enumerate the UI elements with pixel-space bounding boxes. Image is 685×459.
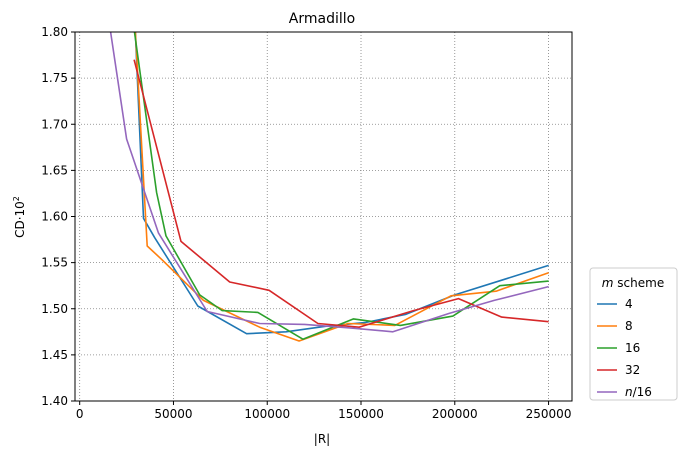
legend-label-4: n/16 — [625, 385, 652, 399]
series-line-3 — [133, 59, 549, 329]
y-tick-label: 1.75 — [41, 71, 68, 85]
x-tick-label: 150000 — [338, 407, 384, 421]
y-tick-label: 1.45 — [41, 348, 68, 362]
y-tick-label: 1.65 — [41, 163, 68, 177]
legend: m scheme 4 8 16 32 n/16 — [589, 267, 678, 401]
legend-title: m scheme — [602, 276, 664, 290]
series-line-0 — [134, 32, 549, 335]
series-layer — [109, 32, 549, 342]
y-axis-label: CD·102 — [12, 196, 27, 238]
x-tick-label: 100000 — [244, 407, 290, 421]
y-tick-label: 1.70 — [41, 117, 68, 131]
legend-title-italic: m — [602, 276, 614, 290]
legend-title-rest: scheme — [613, 276, 664, 290]
series-line-4 — [109, 32, 549, 333]
x-tick-label: 0 — [76, 407, 84, 421]
legend-label-italic: n — [625, 385, 633, 399]
legend-label-2: 16 — [625, 341, 640, 355]
x-axis-label: |R| — [314, 432, 330, 446]
y-tick-label: 1.40 — [41, 394, 68, 408]
chart-title: Armadillo — [289, 11, 355, 27]
legend-label-0: 4 — [625, 297, 633, 311]
x-tick-label: 50000 — [154, 407, 192, 421]
y-tick-label: 1.60 — [41, 210, 68, 224]
y-tick-label: 1.50 — [41, 302, 68, 316]
legend-label-3: 32 — [625, 363, 640, 377]
tick-layer: 0 50000 100000 150000 200000 250000 1.40 1.45 1.… — [41, 25, 571, 421]
legend-frame — [589, 267, 678, 401]
y-tick-label: 1.55 — [41, 256, 68, 270]
y-axis-label-exponent: 2 — [12, 196, 21, 201]
legend-entries: 4 8 16 32 n/16 — [597, 297, 652, 399]
y-tick-label: 1.80 — [41, 25, 68, 39]
series-line-1 — [134, 32, 549, 342]
legend-label-rest: /16 — [633, 385, 652, 399]
x-tick-label: 250000 — [526, 407, 572, 421]
y-axis-label-text: CD·10 — [13, 201, 27, 238]
series-line-2 — [133, 32, 549, 341]
x-tick-label: 200000 — [432, 407, 478, 421]
legend-label-1: 8 — [625, 319, 633, 333]
